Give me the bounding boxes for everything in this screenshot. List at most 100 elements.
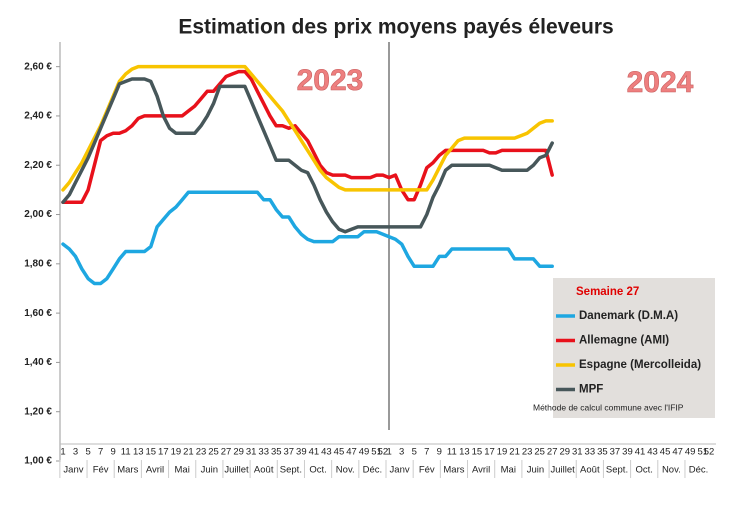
x-tick-label: 35	[271, 447, 282, 458]
y-tick-label: 1,80 €	[24, 258, 52, 269]
y-tick-label: 2,40 €	[24, 111, 52, 122]
x-tick-label: 5	[412, 447, 417, 458]
month-label: Mai	[501, 465, 516, 476]
month-label: Juillet	[551, 465, 576, 476]
x-tick-label: 33	[585, 447, 596, 458]
x-tick-label: 47	[346, 447, 357, 458]
x-tick-label: 25	[208, 447, 219, 458]
x-tick-label: 21	[183, 447, 194, 458]
month-label: Sept.	[280, 465, 302, 476]
x-tick-label: 5	[85, 447, 90, 458]
y-tick-label: 1,40 €	[24, 357, 52, 368]
month-label: Nov.	[662, 465, 681, 476]
x-tick-label: 29	[559, 447, 570, 458]
x-tick-label: 41	[635, 447, 646, 458]
x-tick-label: 9	[111, 447, 116, 458]
x-tick-label: 9	[437, 447, 442, 458]
y-tick-label: 2,60 €	[24, 61, 52, 72]
x-tick-label: 3	[399, 447, 404, 458]
x-tick-label: 52	[378, 447, 389, 458]
series-line	[61, 77, 554, 234]
month-label: Nov.	[336, 465, 355, 476]
x-tick-label: 49	[685, 447, 696, 458]
legend-label: Danemark (D.M.A)	[579, 310, 678, 322]
x-tick-label: 45	[660, 447, 671, 458]
x-tick-label: 3	[73, 447, 78, 458]
month-label: Août	[580, 465, 600, 476]
month-label: Sept.	[606, 465, 628, 476]
month-label: Oct.	[309, 465, 326, 476]
month-label: Déc.	[689, 465, 709, 476]
x-tick-label: 11	[447, 447, 457, 458]
series-line	[61, 64, 554, 192]
x-tick-label: 35	[597, 447, 608, 458]
x-tick-label: 29	[233, 447, 244, 458]
month-label: Août	[254, 465, 274, 476]
x-tick-label: 19	[171, 447, 182, 458]
x-tick-label: 17	[484, 447, 495, 458]
month-label: Mars	[117, 465, 138, 476]
month-label: Avril	[146, 465, 164, 476]
x-tick-label: 31	[246, 447, 257, 458]
x-tick-label: 23	[522, 447, 533, 458]
x-tick-label: 19	[497, 447, 508, 458]
y-tick-label: 2,00 €	[24, 209, 52, 220]
x-tick-label: 7	[424, 447, 429, 458]
y-tick-label: 1,20 €	[24, 406, 52, 417]
x-tick-label: 43	[647, 447, 658, 458]
legend-title: Semaine 27	[576, 286, 639, 298]
month-label: Juin	[201, 465, 218, 476]
month-label: Janv	[63, 465, 83, 476]
x-tick-label: 39	[296, 447, 307, 458]
series-line	[61, 190, 554, 286]
x-tick-label: 52	[704, 447, 715, 458]
chart-title: Estimation des prix moyens payés éleveur…	[178, 16, 613, 39]
x-tick-label: 1	[386, 447, 391, 458]
legend-label: Allemagne (AMI)	[579, 335, 669, 347]
x-tick-label: 45	[334, 447, 345, 458]
x-tick-label: 15	[472, 447, 483, 458]
x-tick-label: 27	[221, 447, 232, 458]
legend-label: MPF	[579, 384, 603, 396]
x-tick-label: 37	[283, 447, 294, 458]
month-label: Mars	[443, 465, 464, 476]
month-label: Juin	[527, 465, 544, 476]
x-tick-label: 31	[572, 447, 583, 458]
month-label: Juillet	[224, 465, 249, 476]
note: Méthode de calcul commune avec l'IFIP	[533, 402, 684, 412]
month-label: Janv	[390, 465, 410, 476]
y-tick-label: 1,60 €	[24, 308, 52, 319]
month-label: Avril	[472, 465, 490, 476]
y-tick-label: 2,20 €	[24, 160, 52, 171]
x-tick-label: 23	[196, 447, 207, 458]
x-tick-label: 49	[359, 447, 370, 458]
x-tick-label: 13	[133, 447, 144, 458]
legend-label: Espagne (Mercolleida)	[579, 359, 701, 371]
x-tick-label: 33	[258, 447, 269, 458]
month-label: Fév	[419, 465, 435, 476]
month-label: Déc.	[363, 465, 383, 476]
x-tick-label: 51	[371, 447, 382, 458]
year-annotation: 2024	[627, 66, 694, 99]
x-tick-label: 1	[60, 447, 65, 458]
x-tick-label: 41	[309, 447, 320, 458]
x-tick-label: 15	[146, 447, 157, 458]
y-tick-label: 1,00 €	[24, 456, 52, 467]
legend-box	[553, 278, 715, 418]
year-annotation: 2023	[297, 64, 364, 97]
x-tick-label: 27	[547, 447, 558, 458]
x-tick-label: 51	[697, 447, 708, 458]
x-tick-label: 17	[158, 447, 169, 458]
x-tick-label: 39	[622, 447, 633, 458]
month-label: Fév	[93, 465, 109, 476]
x-tick-label: 47	[672, 447, 683, 458]
x-tick-label: 7	[98, 447, 103, 458]
x-tick-label: 25	[534, 447, 545, 458]
x-tick-label: 13	[459, 447, 470, 458]
x-tick-label: 21	[509, 447, 520, 458]
x-tick-label: 11	[121, 447, 131, 458]
month-label: Mai	[175, 465, 190, 476]
x-tick-label: 43	[321, 447, 332, 458]
x-tick-label: 37	[610, 447, 621, 458]
